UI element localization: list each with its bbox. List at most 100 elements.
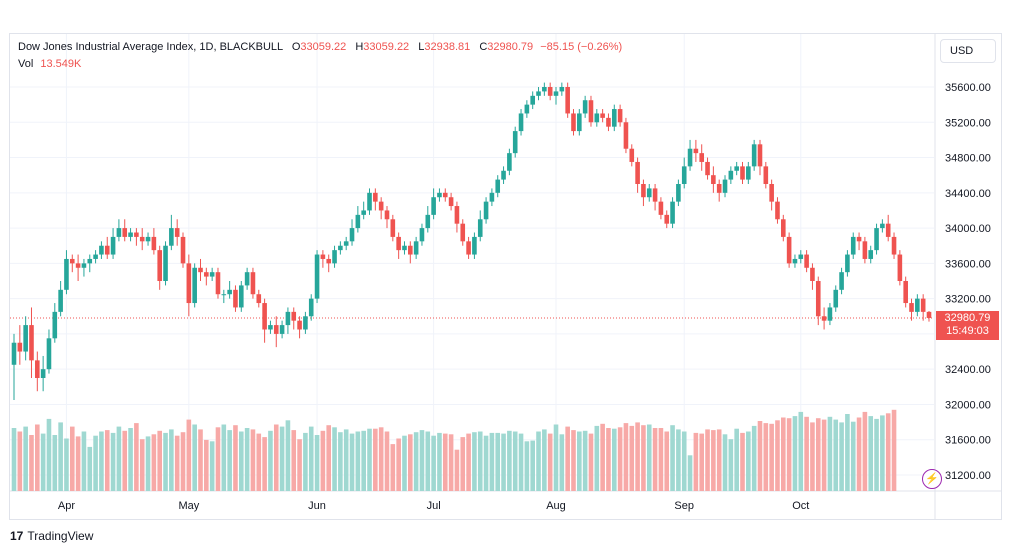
candle-body bbox=[396, 236, 401, 251]
candle-body bbox=[408, 245, 413, 255]
volume-bar bbox=[483, 435, 489, 491]
candle-body bbox=[915, 298, 920, 312]
candle-body bbox=[786, 236, 792, 264]
candle-body bbox=[238, 285, 244, 308]
volume-bar bbox=[46, 418, 52, 491]
x-tick-label: Oct bbox=[792, 500, 809, 512]
candle-body bbox=[850, 236, 856, 255]
volume-bar bbox=[635, 422, 640, 491]
volume-bar bbox=[145, 436, 151, 491]
candle-body bbox=[757, 144, 763, 167]
volume-bar bbox=[780, 417, 786, 491]
volume-bar bbox=[582, 430, 588, 491]
candle-body bbox=[769, 184, 774, 202]
candle-body bbox=[652, 188, 658, 202]
candle-body bbox=[839, 272, 844, 290]
volume-bar bbox=[17, 431, 23, 491]
candle-body bbox=[367, 192, 372, 211]
candle-body bbox=[349, 228, 355, 242]
candle-body bbox=[157, 250, 163, 281]
candle-body bbox=[373, 192, 378, 202]
chart-frame[interactable] bbox=[9, 33, 1002, 520]
volume-bar bbox=[139, 439, 145, 491]
candle-body bbox=[361, 210, 366, 215]
volume-bar bbox=[681, 431, 687, 491]
candle-body bbox=[99, 245, 104, 255]
volume-bar bbox=[157, 430, 163, 491]
volume-bar bbox=[122, 430, 128, 491]
candle-body bbox=[547, 87, 553, 96]
volume-bar bbox=[431, 435, 436, 491]
candle-body bbox=[477, 219, 483, 237]
volume-bar bbox=[565, 426, 570, 491]
candle-body bbox=[81, 263, 87, 268]
volume-bar bbox=[885, 413, 891, 491]
volume-bar bbox=[711, 430, 716, 491]
volume-bar bbox=[250, 429, 256, 491]
volume-bar bbox=[192, 424, 197, 491]
candle-body bbox=[670, 201, 675, 224]
volume-bar bbox=[169, 429, 174, 491]
candle-body bbox=[920, 298, 926, 312]
y-tick-label: 34000.00 bbox=[945, 223, 991, 235]
candle-body bbox=[588, 100, 594, 123]
volume-bar bbox=[413, 432, 419, 491]
volume-bar bbox=[664, 431, 670, 491]
candle-body bbox=[833, 289, 839, 308]
candle-body bbox=[728, 170, 734, 180]
candle-body bbox=[244, 272, 250, 286]
candle-body bbox=[565, 87, 570, 114]
volume-bar bbox=[512, 431, 518, 491]
legend-high-label: H bbox=[355, 41, 364, 53]
volume-bar bbox=[134, 423, 139, 491]
volume-bar bbox=[238, 431, 244, 491]
volume-bar bbox=[699, 433, 705, 491]
volume-bar bbox=[361, 430, 366, 491]
volume-bar bbox=[815, 418, 821, 491]
candle-body bbox=[460, 223, 466, 242]
candle-body bbox=[145, 236, 151, 242]
candle-body bbox=[204, 272, 209, 277]
volume-bar bbox=[891, 409, 897, 491]
candle-body bbox=[442, 192, 448, 198]
volume-bar bbox=[75, 436, 81, 491]
volume-bar bbox=[536, 431, 541, 491]
tradingview-logo[interactable]: 17 TradingView bbox=[10, 529, 93, 543]
candle-body bbox=[524, 104, 530, 114]
y-tick-label: 33600.00 bbox=[945, 258, 991, 270]
candle-body bbox=[658, 201, 664, 215]
volume-bar bbox=[641, 425, 646, 491]
candle-body bbox=[40, 369, 46, 378]
volume-bar bbox=[868, 416, 874, 491]
y-tick-label: 31600.00 bbox=[945, 435, 991, 447]
candle-body bbox=[641, 184, 646, 198]
candle-body bbox=[775, 201, 780, 220]
lightning-icon[interactable]: ⚡ bbox=[922, 469, 942, 489]
candle-body bbox=[582, 100, 588, 114]
volume-bar bbox=[746, 431, 751, 491]
candle-body bbox=[571, 113, 576, 132]
currency-button[interactable]: USD bbox=[940, 39, 996, 63]
candle-body bbox=[734, 166, 739, 171]
candle-body bbox=[891, 236, 897, 255]
candle-body bbox=[577, 113, 582, 132]
volume-bar bbox=[862, 411, 868, 491]
candle-body bbox=[623, 122, 629, 149]
candle-body bbox=[518, 113, 524, 132]
candle-body bbox=[629, 148, 635, 162]
volume-bar bbox=[489, 432, 495, 491]
candle-body bbox=[792, 258, 798, 264]
tradingview-mark-icon: 17 bbox=[10, 529, 24, 543]
volume-bar bbox=[524, 441, 530, 491]
candle-body bbox=[740, 166, 745, 180]
volume-bar bbox=[256, 433, 262, 491]
candle-body bbox=[885, 223, 891, 237]
volume-bar bbox=[477, 431, 483, 491]
candle-body bbox=[815, 281, 821, 317]
volume-bar bbox=[874, 418, 879, 491]
candle-body bbox=[308, 298, 314, 317]
volume-bar bbox=[425, 431, 431, 491]
candle-body bbox=[810, 267, 815, 281]
candle-body bbox=[93, 254, 98, 259]
